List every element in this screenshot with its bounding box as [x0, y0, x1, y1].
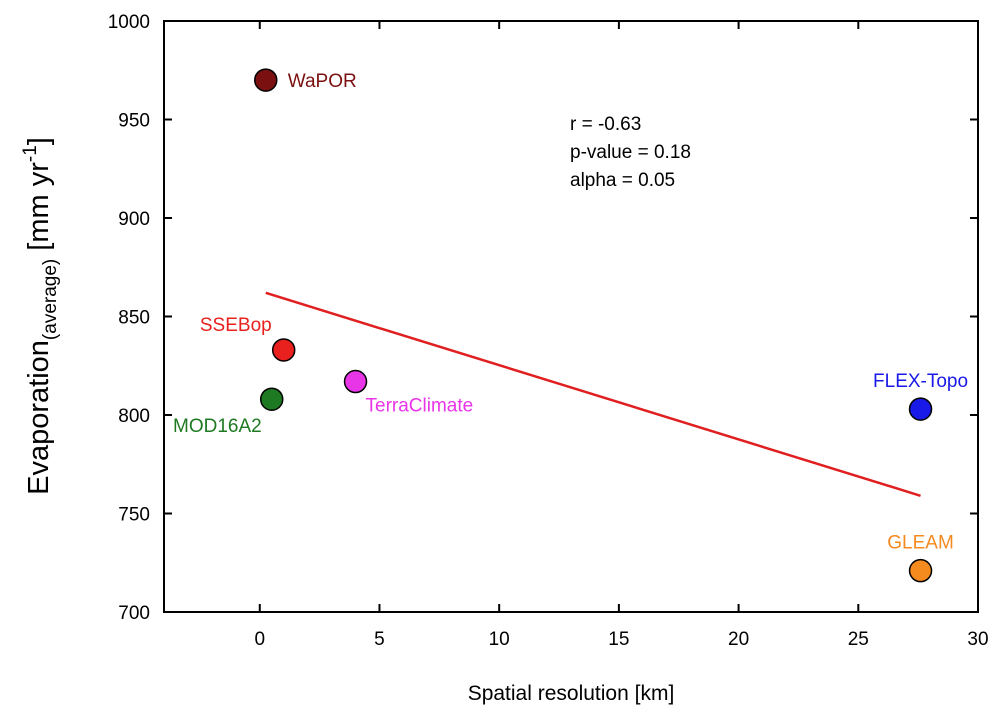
y-axis-title-units: [mm yr: [23, 162, 55, 259]
plot-frame: [163, 20, 979, 613]
data-point: [908, 397, 933, 421]
data-point-label: FLEX-Topo: [873, 371, 968, 392]
y-tick-label: 1000: [108, 12, 150, 33]
trendline-group: [265, 291, 921, 497]
data-point: [254, 68, 278, 92]
data-point-label: TerraClimate: [366, 396, 474, 417]
y-axis-title-superscript: -1: [20, 145, 41, 162]
y-axis-title-subscript: (average): [40, 259, 61, 340]
x-axis-title: Spatial resolution [km]: [468, 682, 675, 705]
statistics-annotation: r = -0.63 p-value = 0.18 alpha = 0.05: [570, 114, 691, 191]
y-axis-title: Evaporation(average) [mm yr-1]: [20, 137, 61, 495]
x-tick-label: 10: [489, 629, 510, 650]
data-point: [271, 338, 296, 362]
data-point: [908, 558, 933, 583]
data-point-label: SSEBop: [200, 315, 272, 336]
data-point: [343, 369, 368, 394]
y-tick-label: 750: [118, 505, 150, 526]
y-tick-label: 900: [118, 209, 150, 230]
x-tick-label: 5: [374, 629, 385, 650]
y-axis-title-units-close: ]: [23, 137, 55, 145]
trendline: [265, 291, 921, 497]
stat-line: p-value = 0.18: [570, 142, 691, 163]
data-point-label: MOD16A2: [173, 416, 262, 437]
y-tick-label: 700: [118, 603, 150, 624]
y-tick-label: 800: [118, 406, 150, 427]
x-tick-label: 30: [967, 629, 988, 650]
data-point: [259, 387, 284, 411]
x-tick-label: 0: [254, 629, 265, 650]
data-point-label: WaPOR: [288, 71, 357, 92]
y-axis-title-main: Evaporation: [23, 340, 55, 495]
x-tick-label: 25: [848, 629, 869, 650]
x-axis-ticks: 0 5 10 15 20 25 30: [254, 21, 989, 650]
data-points: [254, 68, 933, 583]
y-tick-label: 950: [118, 111, 150, 132]
x-tick-label: 20: [728, 629, 749, 650]
y-tick-label: 850: [118, 308, 150, 329]
stat-line: r = -0.63: [570, 114, 641, 135]
stat-line: alpha = 0.05: [570, 170, 675, 191]
data-point-label: GLEAM: [887, 533, 954, 554]
x-tick-label: 15: [608, 629, 629, 650]
point-labels: WaPOR SSEBop MOD16A2 TerraClimate FLEX-Topo G…: [173, 71, 968, 554]
y-axis-ticks: 700 750 800 850 900 950 1000: [108, 12, 978, 624]
